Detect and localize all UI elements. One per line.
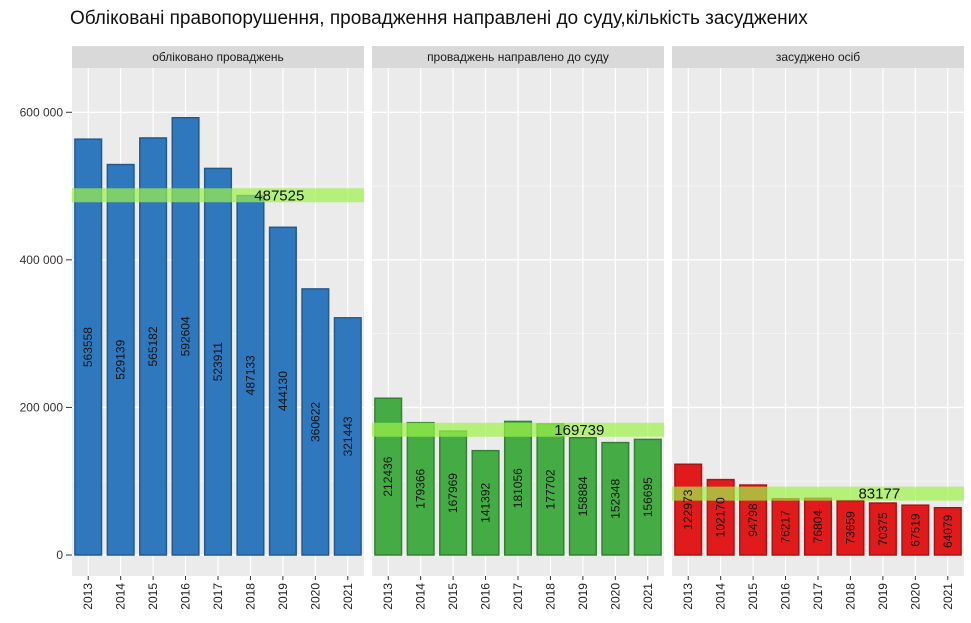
facet-panel-1: обліковано проваджень 563558 529139 565182 5… (72, 46, 364, 610)
bar-value-label: 167969 (446, 473, 460, 513)
bar-value-label: 179366 (414, 468, 428, 508)
average-label: 83177 (858, 486, 900, 503)
average-label: 487525 (254, 187, 304, 204)
x-tick-label: 2015 (746, 583, 760, 610)
bar (406, 421, 435, 556)
bar-value-label: 592604 (179, 316, 193, 356)
bar-value-label: 565182 (146, 326, 160, 366)
bar (836, 499, 865, 556)
bar-value-label: 76217 (779, 510, 793, 544)
bar (503, 420, 533, 556)
bar (601, 441, 630, 556)
x-tick-label: 2014 (714, 583, 728, 610)
bar-value-label: 529139 (114, 339, 128, 379)
bar (203, 167, 233, 556)
bar (333, 317, 362, 556)
x-tick-label: 2020 (308, 583, 322, 610)
x-tick-label: 2015 (146, 583, 160, 610)
bar (568, 437, 597, 556)
y-tick-label: 200 000 (20, 400, 64, 414)
bar-value-label: 73659 (843, 511, 857, 545)
bar-value-label: 94798 (746, 503, 760, 537)
x-tick-label: 2013 (681, 583, 695, 610)
bar-value-label: 64079 (941, 514, 955, 548)
bar (471, 449, 500, 556)
x-tick-label: 2018 (843, 583, 857, 610)
bar-value-label: 67519 (908, 513, 922, 547)
bar-value-label: 523911 (211, 342, 225, 381)
bar-value-label: 122973 (681, 489, 695, 529)
bar-value-label: 360622 (308, 402, 322, 442)
facet-panel-2: проваджень направлено до суду 212436 17936… (372, 46, 664, 610)
bar (301, 288, 330, 556)
average-band (672, 486, 964, 501)
facet-strip (672, 46, 964, 68)
x-tick-label: 2013 (381, 583, 395, 610)
x-tick-label: 2017 (811, 583, 825, 610)
bar (803, 497, 833, 556)
bar-value-label: 152348 (608, 478, 622, 518)
x-tick-label: 2017 (511, 583, 525, 610)
bar (933, 506, 962, 556)
bar (236, 194, 265, 556)
bar (106, 163, 135, 556)
bar (901, 504, 930, 556)
x-tick-label: 2014 (414, 583, 428, 610)
y-tick-label: 400 000 (20, 253, 64, 267)
x-tick-label: 2018 (243, 583, 257, 610)
bar-value-label: 487133 (243, 355, 257, 395)
x-tick-label: 2015 (446, 583, 460, 610)
x-tick-label: 2019 (876, 583, 890, 610)
average-label: 169739 (554, 422, 604, 439)
bar (439, 430, 468, 556)
bar (139, 137, 168, 556)
average-band (372, 422, 664, 437)
x-tick-label: 2013 (81, 583, 95, 610)
bar-value-label: 212436 (381, 456, 395, 496)
bar-value-label: 141392 (479, 482, 493, 522)
bar-value-label: 177702 (543, 469, 557, 509)
x-tick-label: 2021 (941, 583, 955, 610)
bar (536, 423, 565, 556)
bar (868, 502, 897, 556)
bar (771, 498, 800, 556)
bar-value-label: 158884 (576, 476, 590, 516)
bar-value-label: 563558 (81, 327, 95, 367)
y-tick-label: 0 (56, 548, 63, 562)
bar-value-label: 102170 (714, 497, 728, 537)
facet-strip-label: засуджено осіб (776, 50, 860, 64)
average-band (72, 188, 364, 203)
bar-value-label: 70375 (876, 512, 890, 546)
bar-value-label: 321443 (341, 416, 355, 456)
facet-strip (72, 46, 364, 68)
x-tick-label: 2020 (608, 583, 622, 610)
x-tick-label: 2021 (341, 583, 355, 610)
bar-value-label: 181056 (511, 468, 525, 508)
facet-strip-label: проваджень направлено до суду (427, 50, 609, 64)
facet-strip (372, 46, 664, 68)
bar-value-label: 76804 (811, 510, 825, 544)
x-tick-label: 2016 (479, 583, 493, 610)
bar-value-label: 156695 (641, 477, 655, 517)
bar-value-label: 444130 (276, 371, 290, 411)
facet-panel-3: засуджено осіб 122973 102170 94798 76217 7680… (672, 46, 964, 610)
bar (268, 226, 297, 556)
x-tick-label: 2017 (211, 583, 225, 610)
bar (633, 438, 662, 556)
x-tick-label: 2014 (114, 583, 128, 610)
y-tick-label: 600 000 (20, 105, 64, 119)
x-tick-label: 2016 (779, 583, 793, 610)
x-tick-label: 2019 (276, 583, 290, 610)
x-tick-label: 2019 (576, 583, 590, 610)
bar (674, 463, 703, 556)
chart-title: Обліковані правопорушення, провадження н… (70, 8, 808, 29)
facet-strip-label: обліковано проваджень (152, 50, 284, 64)
x-tick-label: 2021 (641, 583, 655, 610)
x-tick-label: 2020 (908, 583, 922, 610)
bar (74, 138, 103, 556)
x-tick-label: 2018 (543, 583, 557, 610)
x-tick-label: 2016 (179, 583, 193, 610)
